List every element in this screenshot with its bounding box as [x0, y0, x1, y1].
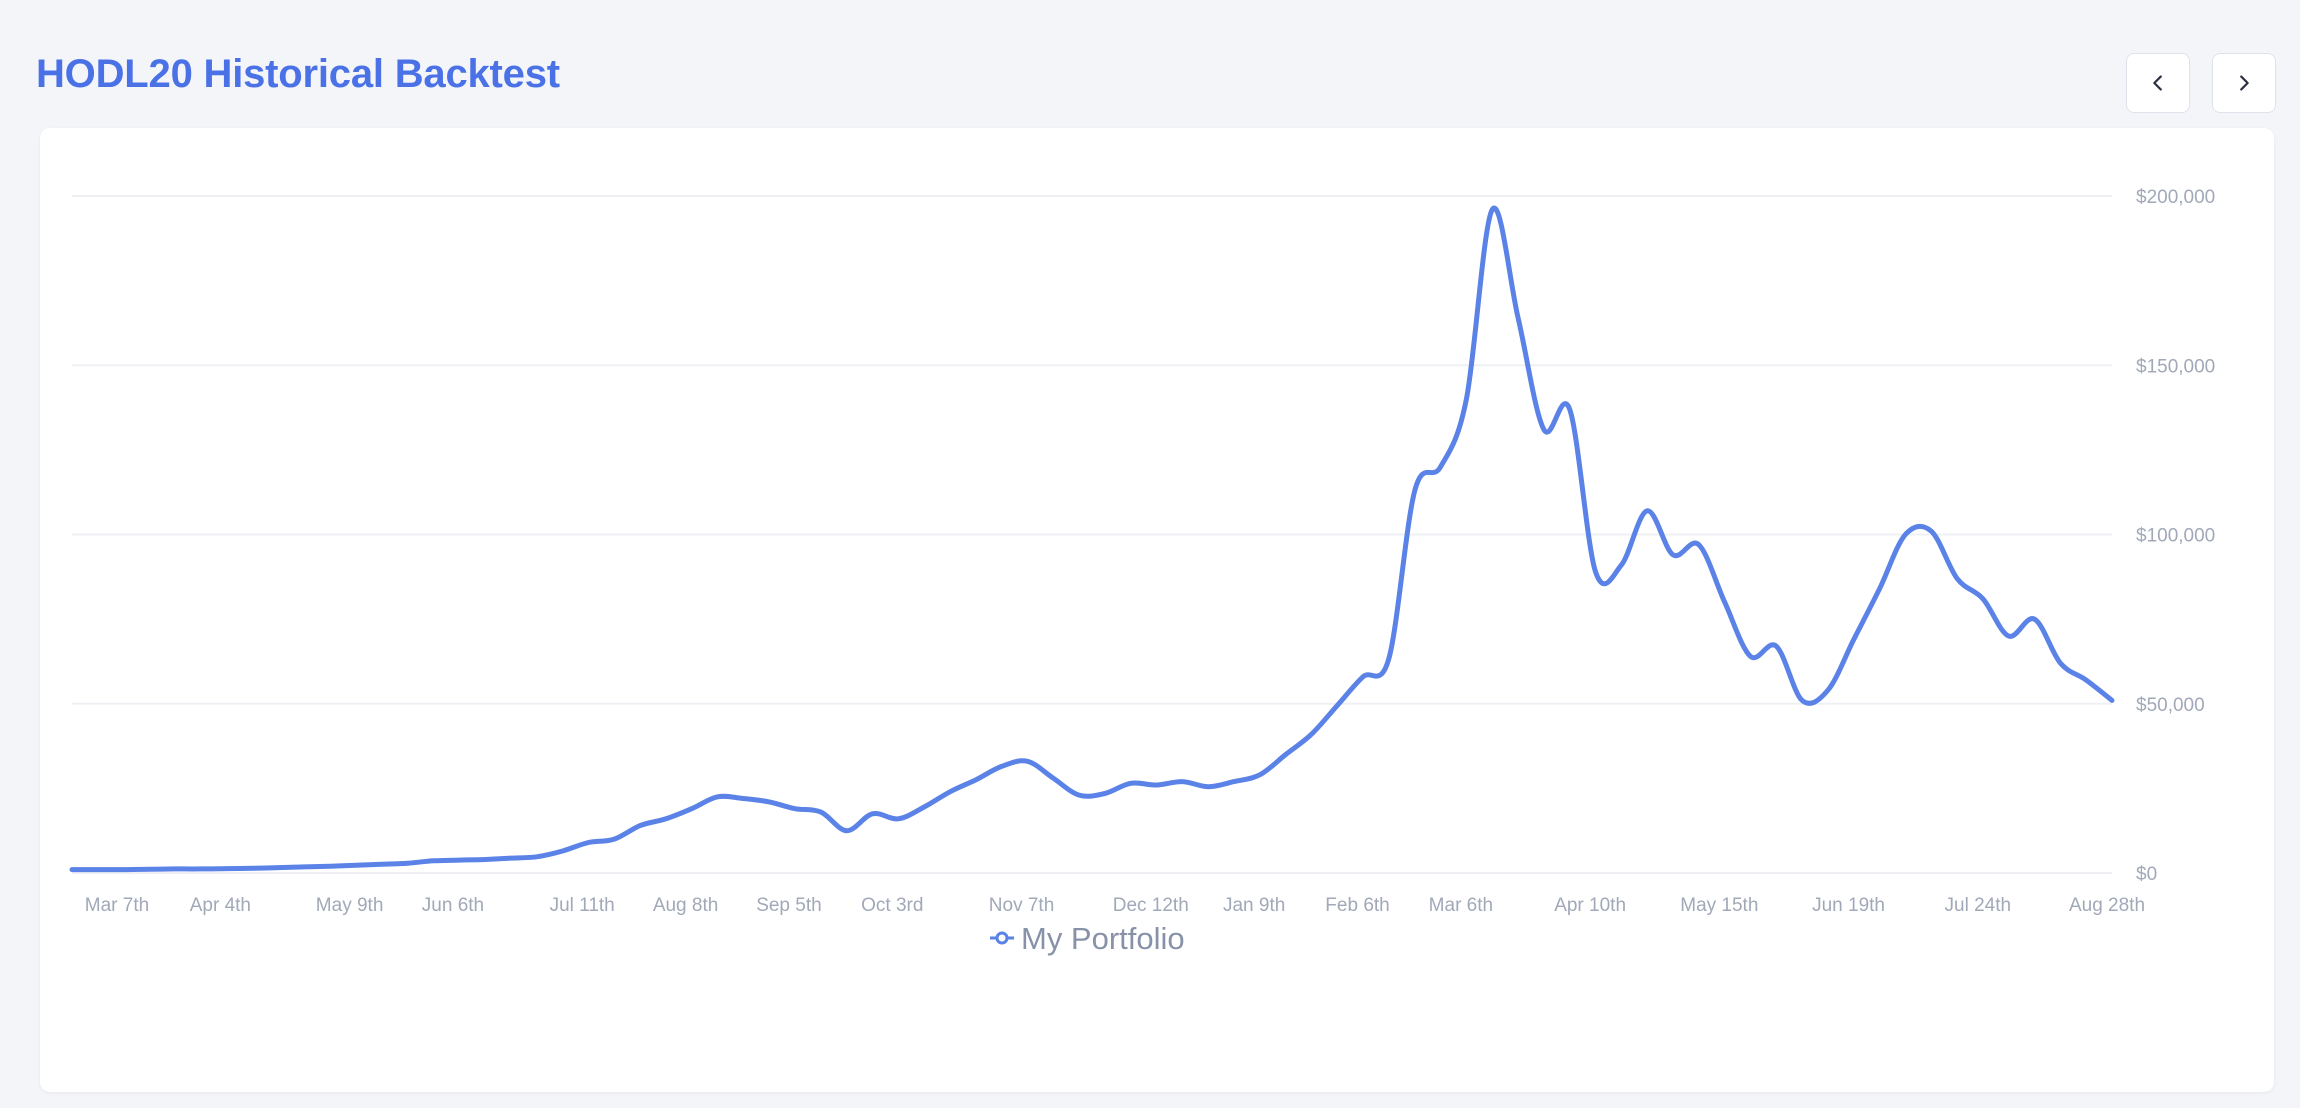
x-tick-label: Jul 11th	[550, 895, 615, 916]
x-tick-label: Jan 9th	[1223, 895, 1285, 916]
x-tick-label: Oct 3rd	[861, 895, 923, 916]
x-tick-label: May 9th	[316, 895, 384, 916]
series-line-my-portfolio[interactable]	[69, 205, 2115, 873]
y-tick-label: $150,000	[2136, 356, 2215, 377]
x-tick-label: Nov 7th	[989, 895, 1054, 916]
portfolio-line-chart: $0 $50,000 $100,000 $150,000 $200,000 Mar 7t…	[69, 187, 2215, 956]
x-tick-label: Apr 4th	[190, 895, 251, 916]
chart-card: $0 $50,000 $100,000 $150,000 $200,000 Mar 7t…	[40, 128, 2274, 1092]
previous-button[interactable]	[2126, 53, 2190, 113]
x-tick-label: Dec 12th	[1113, 895, 1189, 916]
legend[interactable]: My Portfolio	[990, 921, 1185, 956]
x-tick-label: Apr 10th	[1554, 895, 1626, 916]
x-tick-label: Mar 6th	[1429, 895, 1493, 916]
y-tick-label: $200,000	[2136, 187, 2215, 208]
chevron-right-icon	[2240, 75, 2249, 91]
legend-label: My Portfolio	[1021, 921, 1185, 956]
x-tick-label: Jun 19th	[1812, 895, 1885, 916]
x-tick-label: Aug 28th	[2069, 895, 2145, 916]
x-tick-label: Sep 5th	[756, 895, 822, 916]
next-button[interactable]	[2212, 53, 2276, 113]
y-tick-label: $50,000	[2136, 695, 2205, 716]
x-tick-label: Jun 6th	[422, 895, 484, 916]
x-tick-label: May 15th	[1680, 895, 1758, 916]
series-lines	[69, 205, 2115, 873]
y-axis-ticks: $0 $50,000 $100,000 $150,000 $200,000	[2136, 187, 2215, 885]
x-tick-label: Feb 6th	[1325, 895, 1389, 916]
y-tick-label: $0	[2136, 864, 2157, 885]
x-tick-label: Jul 24th	[1945, 895, 2012, 916]
page-title: HODL20 Historical Backtest	[36, 52, 560, 96]
grid-lines	[72, 195, 2112, 874]
chevron-left-icon	[2153, 75, 2162, 91]
x-tick-label: Mar 7th	[85, 895, 149, 916]
legend-marker-dot	[995, 931, 1009, 945]
x-axis-ticks: Mar 7th Apr 4th May 9th Jun 6th Jul 11th Aug …	[85, 895, 2145, 916]
y-tick-label: $100,000	[2136, 526, 2215, 547]
x-tick-label: Aug 8th	[653, 895, 719, 916]
